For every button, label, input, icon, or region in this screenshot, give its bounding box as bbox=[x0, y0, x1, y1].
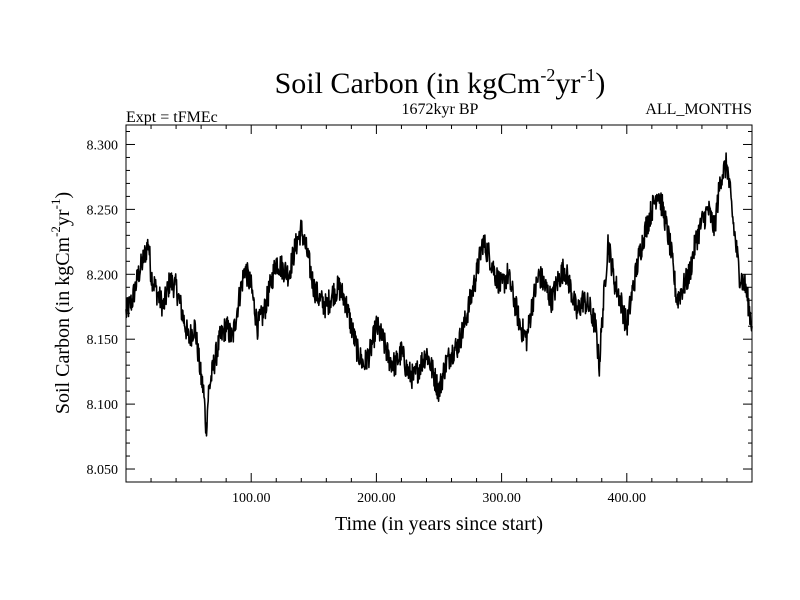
plot-frame bbox=[125, 124, 753, 483]
y-tick-label: 8.250 bbox=[87, 203, 119, 218]
x-axis-label: Time (in years since start) bbox=[335, 513, 543, 535]
x-tick-label: 400.00 bbox=[608, 491, 647, 506]
x-tick-label: 100.00 bbox=[232, 491, 271, 506]
chart-title: Soil Carbon (in kgCm-2yr-1) bbox=[275, 65, 606, 100]
y-tick-label: 8.200 bbox=[87, 268, 119, 283]
soil-carbon-series-line bbox=[125, 152, 753, 437]
y-tick-label: 8.300 bbox=[87, 138, 119, 153]
x-tick-label: 300.00 bbox=[482, 491, 521, 506]
period-label: 1672kyr BP bbox=[402, 101, 479, 118]
y-tick-label: 8.050 bbox=[87, 463, 119, 478]
y-tick-label: 8.100 bbox=[87, 398, 119, 413]
y-axis-label: Soil Carbon (in kgCm-2yr-1) bbox=[48, 192, 74, 414]
x-tick-label: 200.00 bbox=[357, 491, 396, 506]
experiment-label: Expt = tFMEc bbox=[126, 109, 218, 126]
y-tick-label: 8.150 bbox=[87, 333, 119, 348]
y-axis-ticks: 8.050 8.100 8.150 8.200 8.250 8.300 bbox=[87, 130, 752, 483]
x-axis-ticks: 100.00 200.00 300.00 400.00 bbox=[150, 125, 728, 506]
months-label: ALL_MONTHS bbox=[645, 101, 752, 118]
